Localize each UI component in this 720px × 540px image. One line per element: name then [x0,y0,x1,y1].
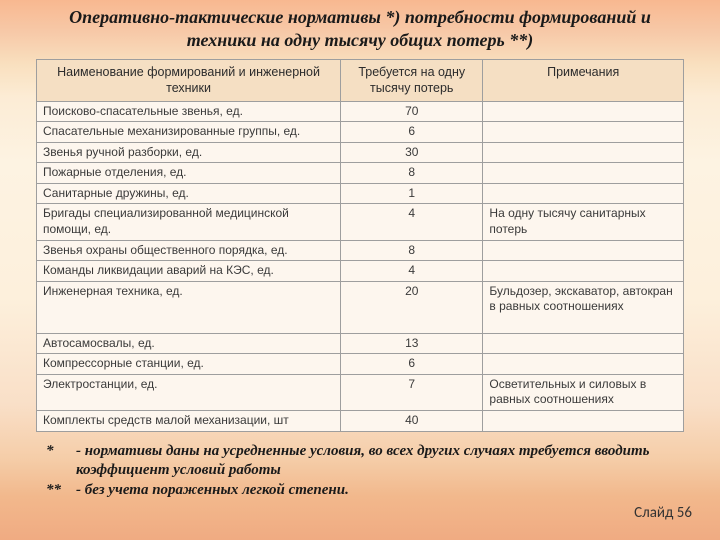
cell-name: Электростанции, ед. [37,374,341,410]
standards-table: Наименование формирований и инженерной т… [36,59,684,432]
cell-name: Бригады специализированной медицинской п… [37,204,341,240]
footnote-2: ** - без учета пораженных легкой степени… [36,481,684,501]
cell-name: Спасательные механизированные группы, ед… [37,122,341,143]
cell-name: Поисково-спасательные звенья, ед. [37,101,341,122]
cell-value: 7 [341,374,483,410]
footnote-2-star: ** [36,481,76,501]
table-row: Бригады специализированной медицинской п… [37,204,684,240]
cell-note [483,333,684,354]
footnote-1-star: * [36,442,76,481]
cell-value: 6 [341,354,483,375]
cell-note: Бульдозер, экскаватор, автокран в равных… [483,281,684,333]
slide-number: Слайд 56 [634,504,692,522]
footnote-2-text: - без учета пораженных легкой степени. [76,481,684,501]
cell-note [483,240,684,261]
table-row: Команды ликвидации аварий на КЭС, ед.4 [37,261,684,282]
cell-note [483,142,684,163]
cell-value: 8 [341,163,483,184]
table-row: Звенья ручной разборки, ед.30 [37,142,684,163]
cell-name: Команды ликвидации аварий на КЭС, ед. [37,261,341,282]
table-row: Санитарные дружины, ед.1 [37,183,684,204]
footnotes: * - нормативы даны на усредненные услови… [0,432,720,501]
table-row: Инженерная техника, ед. 20Бульдозер, экс… [37,281,684,333]
cell-value: 4 [341,204,483,240]
table-row: Комплекты средств малой механизации, шт4… [37,411,684,432]
cell-name: Звенья ручной разборки, ед. [37,142,341,163]
cell-note [483,354,684,375]
cell-note [483,101,684,122]
cell-value: 70 [341,101,483,122]
cell-note [483,122,684,143]
cell-value: 30 [341,142,483,163]
cell-note [483,411,684,432]
cell-value: 8 [341,240,483,261]
table-row: Пожарные отделения, ед.8 [37,163,684,184]
table-container: Наименование формирований и инженерной т… [0,55,720,432]
cell-name: Пожарные отделения, ед. [37,163,341,184]
footnote-1-text: - нормативы даны на усредненные условия,… [76,442,684,481]
cell-value: 1 [341,183,483,204]
cell-name: Компрессорные станции, ед. [37,354,341,375]
cell-name: Звенья охраны общественного порядка, ед. [37,240,341,261]
table-row: Компрессорные станции, ед.6 [37,354,684,375]
col-header-num: Требуется на одну тысячу потерь [341,60,483,102]
cell-note [483,183,684,204]
table-row: Поисково-спасательные звенья, ед.70 [37,101,684,122]
cell-value: 20 [341,281,483,333]
col-header-name: Наименование формирований и инженерной т… [37,60,341,102]
cell-name: Санитарные дружины, ед. [37,183,341,204]
cell-name: Автосамосвалы, ед. [37,333,341,354]
slide-title: Оперативно-тактические нормативы *) потр… [0,0,720,55]
table-row: Звенья охраны общественного порядка, ед.… [37,240,684,261]
cell-note [483,261,684,282]
cell-value: 4 [341,261,483,282]
footnote-1: * - нормативы даны на усредненные услови… [36,442,684,481]
table-row: Спасательные механизированные группы, ед… [37,122,684,143]
cell-value: 13 [341,333,483,354]
cell-name: Комплекты средств малой механизации, шт [37,411,341,432]
cell-note: На одну тысячу санитарных потерь [483,204,684,240]
cell-name: Инженерная техника, ед. [37,281,341,333]
cell-value: 40 [341,411,483,432]
cell-value: 6 [341,122,483,143]
table-row: Электростанции, ед. 7Осветительных и сил… [37,374,684,410]
cell-note: Осветительных и силовых в равных соотнош… [483,374,684,410]
col-header-note: Примечания [483,60,684,102]
cell-note [483,163,684,184]
table-row: Автосамосвалы, ед.13 [37,333,684,354]
